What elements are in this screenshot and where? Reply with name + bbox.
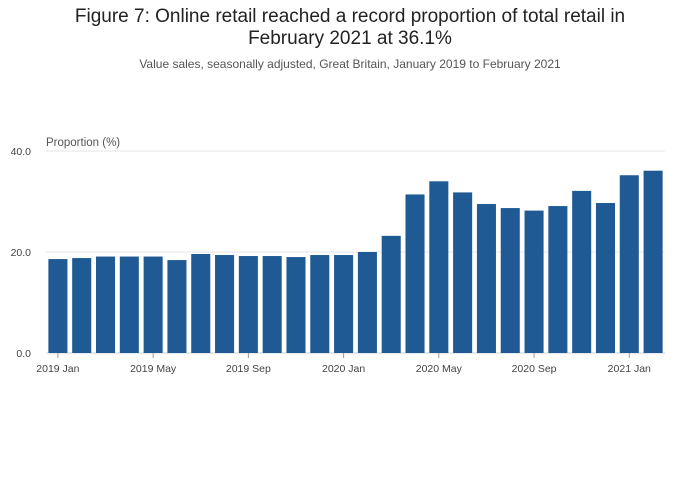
bar <box>143 256 163 353</box>
x-tick-label: 2020 Sep <box>512 363 557 375</box>
bar <box>72 258 92 353</box>
y-axis-label: Proportion (%) <box>46 137 120 149</box>
bar <box>643 170 663 353</box>
bar <box>167 260 187 353</box>
x-tick-label: 2019 May <box>130 363 177 375</box>
bar <box>524 210 544 353</box>
bar <box>48 259 68 353</box>
bar <box>619 175 639 353</box>
x-tick-label: 2021 Jan <box>608 363 651 375</box>
bar <box>286 257 306 353</box>
bar <box>357 252 377 353</box>
bar <box>548 206 568 353</box>
bar <box>215 255 235 353</box>
bar <box>453 192 473 353</box>
bar <box>381 235 401 353</box>
chart-title: Figure 7: Online retail reached a record… <box>74 6 626 49</box>
bar <box>334 255 354 353</box>
bar <box>595 203 616 353</box>
bar <box>405 194 425 353</box>
bar <box>429 181 449 353</box>
bar <box>500 208 520 353</box>
x-tick-label: 2019 Jan <box>36 363 79 375</box>
bar <box>262 256 282 353</box>
y-tick-label: 20.0 <box>11 247 32 259</box>
x-tick-label: 2020 May <box>416 363 463 375</box>
bar <box>191 254 211 353</box>
bar <box>95 256 116 353</box>
bar <box>119 256 139 353</box>
bar <box>238 256 258 353</box>
bar <box>572 190 592 353</box>
chart-subtitle: Value sales, seasonally adjusted, Great … <box>139 57 561 71</box>
y-tick-label: 40.0 <box>11 146 32 158</box>
y-tick-label: 0.0 <box>16 348 31 360</box>
bar <box>310 255 330 353</box>
x-tick-label: 2020 Jan <box>322 363 365 375</box>
x-tick-label: 2019 Sep <box>226 363 271 375</box>
bar <box>476 204 496 353</box>
